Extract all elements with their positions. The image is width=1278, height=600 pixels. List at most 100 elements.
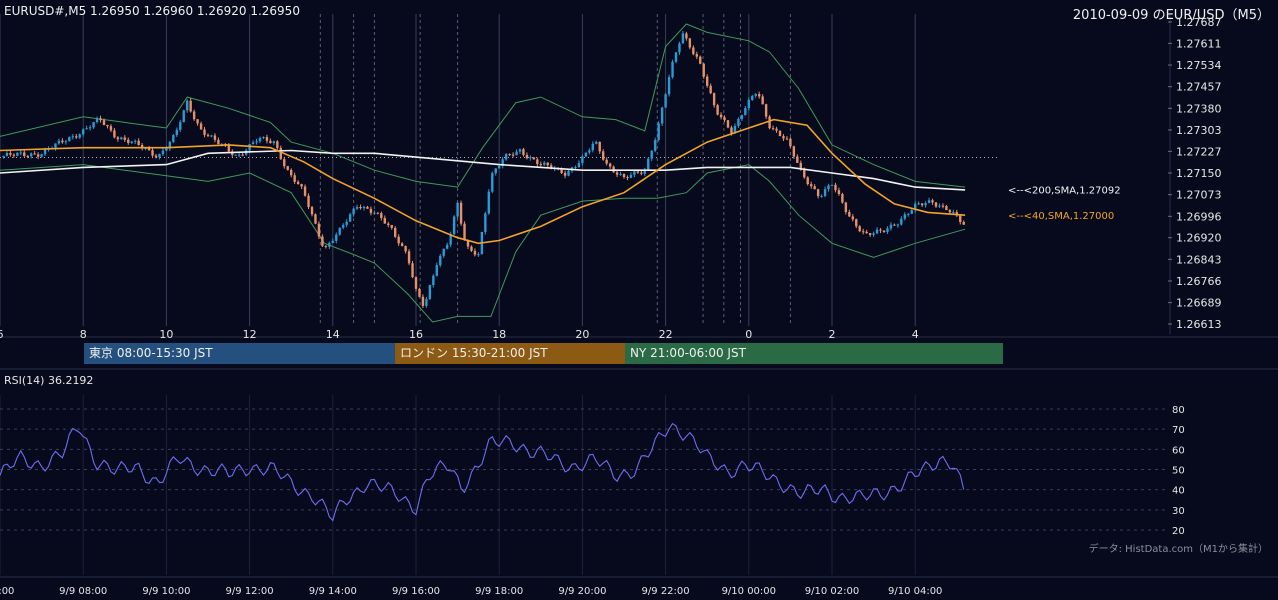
- hour-tick-label: 16: [409, 328, 423, 341]
- candle-body: [595, 141, 598, 144]
- candle-body: [321, 236, 324, 246]
- candle-body: [806, 177, 809, 185]
- candle-body: [154, 155, 158, 158]
- candle-body: [723, 117, 726, 121]
- candle-body: [615, 172, 619, 175]
- hour-tick-label: 8: [80, 328, 87, 341]
- candle-body: [588, 150, 591, 153]
- candle-body: [425, 299, 428, 306]
- candle-body: [803, 168, 806, 178]
- candle-body: [470, 246, 473, 251]
- candle-body: [258, 137, 262, 142]
- candle-body: [726, 120, 730, 128]
- candle-body: [324, 245, 328, 247]
- candle-body: [272, 141, 276, 144]
- candle-body: [16, 152, 19, 156]
- bollinger-upper: [0, 23, 966, 188]
- candle-body: [342, 224, 345, 228]
- candle-body: [622, 173, 626, 177]
- candle-body: [882, 230, 886, 233]
- axes: 6 06:00 8 9/9 08:00 10 9/9 10:00 12 9/9 12:00 14…: [0, 16, 1222, 597]
- candle-body: [36, 154, 40, 157]
- candle-body: [868, 233, 872, 235]
- candle-body: [716, 105, 719, 115]
- candle-body: [737, 118, 740, 127]
- session-vlines: [319, 14, 791, 326]
- price-tick-label: 1.27073: [1176, 189, 1222, 202]
- candle-body: [654, 139, 657, 151]
- candle-body: [33, 153, 36, 155]
- candle-body: [217, 139, 220, 145]
- candle-body: [518, 149, 522, 152]
- candle-body: [255, 141, 258, 143]
- candle-body: [234, 154, 237, 156]
- candle-body: [948, 210, 952, 213]
- candle-body: [664, 94, 667, 108]
- sma200-line: [0, 149, 966, 191]
- price-tick-label: 1.26689: [1176, 297, 1222, 310]
- candle-body: [477, 254, 480, 256]
- candle-body: [567, 170, 570, 176]
- price-tick-label: 1.27457: [1176, 81, 1222, 94]
- candle-body: [439, 255, 442, 266]
- candle-body: [359, 206, 362, 209]
- candle-body: [99, 118, 102, 121]
- price-tick-label: 1.26920: [1176, 232, 1222, 245]
- candle-body: [307, 195, 310, 208]
- candle-body: [411, 263, 414, 278]
- candle-body: [123, 137, 126, 140]
- candle-body: [830, 184, 834, 186]
- candle-body: [574, 167, 577, 169]
- rsi-line: [0, 422, 965, 522]
- candle-body: [889, 224, 893, 229]
- chart-title: 2010-09-09 のEUR/USD（M5）: [1072, 8, 1270, 23]
- candle-body: [924, 203, 927, 206]
- candle-body: [907, 213, 910, 215]
- hour-tick-label: 2: [829, 328, 836, 341]
- candle-body: [754, 94, 757, 96]
- candle-body: [109, 126, 113, 131]
- candle-body: [775, 128, 778, 131]
- grid-layer: [0, 14, 1278, 578]
- candle-body: [709, 85, 712, 94]
- price-tick-label: 1.27303: [1176, 124, 1222, 137]
- candle-body: [792, 146, 796, 157]
- candle-body: [605, 159, 608, 164]
- time-tick-label: 9/9 14:00: [309, 586, 357, 597]
- candle-body: [387, 223, 390, 225]
- candle-body: [473, 250, 477, 255]
- candle-body: [290, 169, 293, 176]
- candle-body: [640, 172, 643, 174]
- candle-body: [102, 120, 106, 126]
- candle-body: [893, 224, 896, 226]
- hour-tick-label: 18: [492, 328, 506, 341]
- candle-body: [789, 138, 792, 147]
- candle-body: [30, 153, 33, 157]
- candle-body: [810, 184, 813, 187]
- candle-body: [283, 159, 286, 167]
- candle-body: [2, 155, 5, 157]
- candle-body: [151, 150, 154, 156]
- candle-body: [484, 213, 487, 232]
- candle-body: [78, 134, 81, 138]
- candle-body: [300, 184, 303, 187]
- candle-body: [348, 214, 352, 222]
- candle-body: [310, 207, 314, 215]
- candle-body: [251, 142, 255, 145]
- candle-body: [844, 202, 848, 213]
- hour-tick-label: 10: [159, 328, 173, 341]
- candle-body: [764, 104, 768, 117]
- candle-body: [494, 168, 497, 174]
- bollinger-bands: [0, 23, 966, 323]
- candle-body: [619, 173, 622, 175]
- rsi-tick-label: 20: [1172, 526, 1185, 537]
- candle-body: [71, 136, 74, 138]
- candle-body: [525, 154, 529, 159]
- candle-body: [730, 127, 733, 134]
- candle-body: [452, 216, 456, 235]
- candle-body: [813, 186, 816, 190]
- candle-body: [733, 126, 737, 134]
- candle-body: [536, 159, 539, 165]
- candle-body: [400, 243, 404, 247]
